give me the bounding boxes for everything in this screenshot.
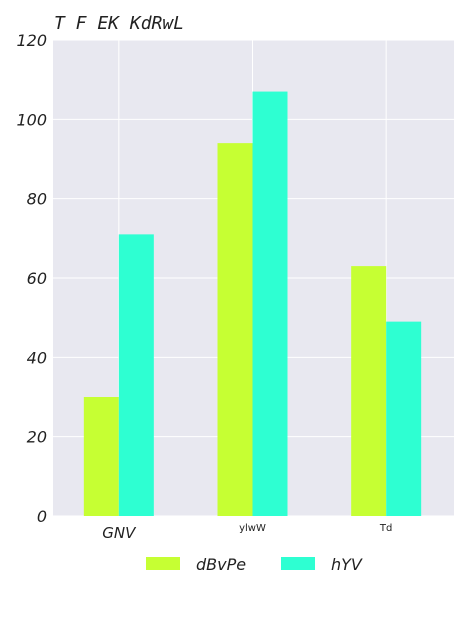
legend-swatch [281, 557, 315, 570]
bar-dBvPe-GNV [83, 397, 119, 516]
bar-dBvPe-ylwW [217, 143, 253, 516]
legend-swatch [146, 557, 180, 570]
legend-label: dBvPe [196, 555, 246, 574]
y-tick-label: 120 [16, 31, 47, 50]
chart-title: T F EK KdRwL [54, 13, 184, 34]
y-tick-label: 60 [27, 269, 47, 288]
x-tick-label: GNV [102, 524, 137, 542]
y-tick-label: 80 [27, 190, 47, 209]
x-tick-label: Td [379, 523, 392, 534]
y-tick-label: 20 [27, 428, 47, 447]
y-tick-label: 100 [16, 110, 47, 129]
y-tick-label: 40 [27, 348, 47, 367]
legend: dBvPe hYV [146, 555, 363, 574]
legend-label: hYV [331, 555, 363, 574]
bar-hYV-ylwW [252, 91, 288, 517]
bar-hYV-Td [386, 321, 422, 516]
y-axis-ticks: 0 20 40 60 80 100 120 [16, 31, 47, 526]
x-tick-label: ylwW [239, 523, 266, 534]
bars [83, 91, 422, 517]
bar-hYV-GNV [118, 234, 154, 516]
x-axis-ticks: GNV ylwW Td [102, 523, 392, 542]
bar-dBvPe-Td [351, 266, 387, 516]
y-tick-label: 0 [37, 507, 47, 526]
